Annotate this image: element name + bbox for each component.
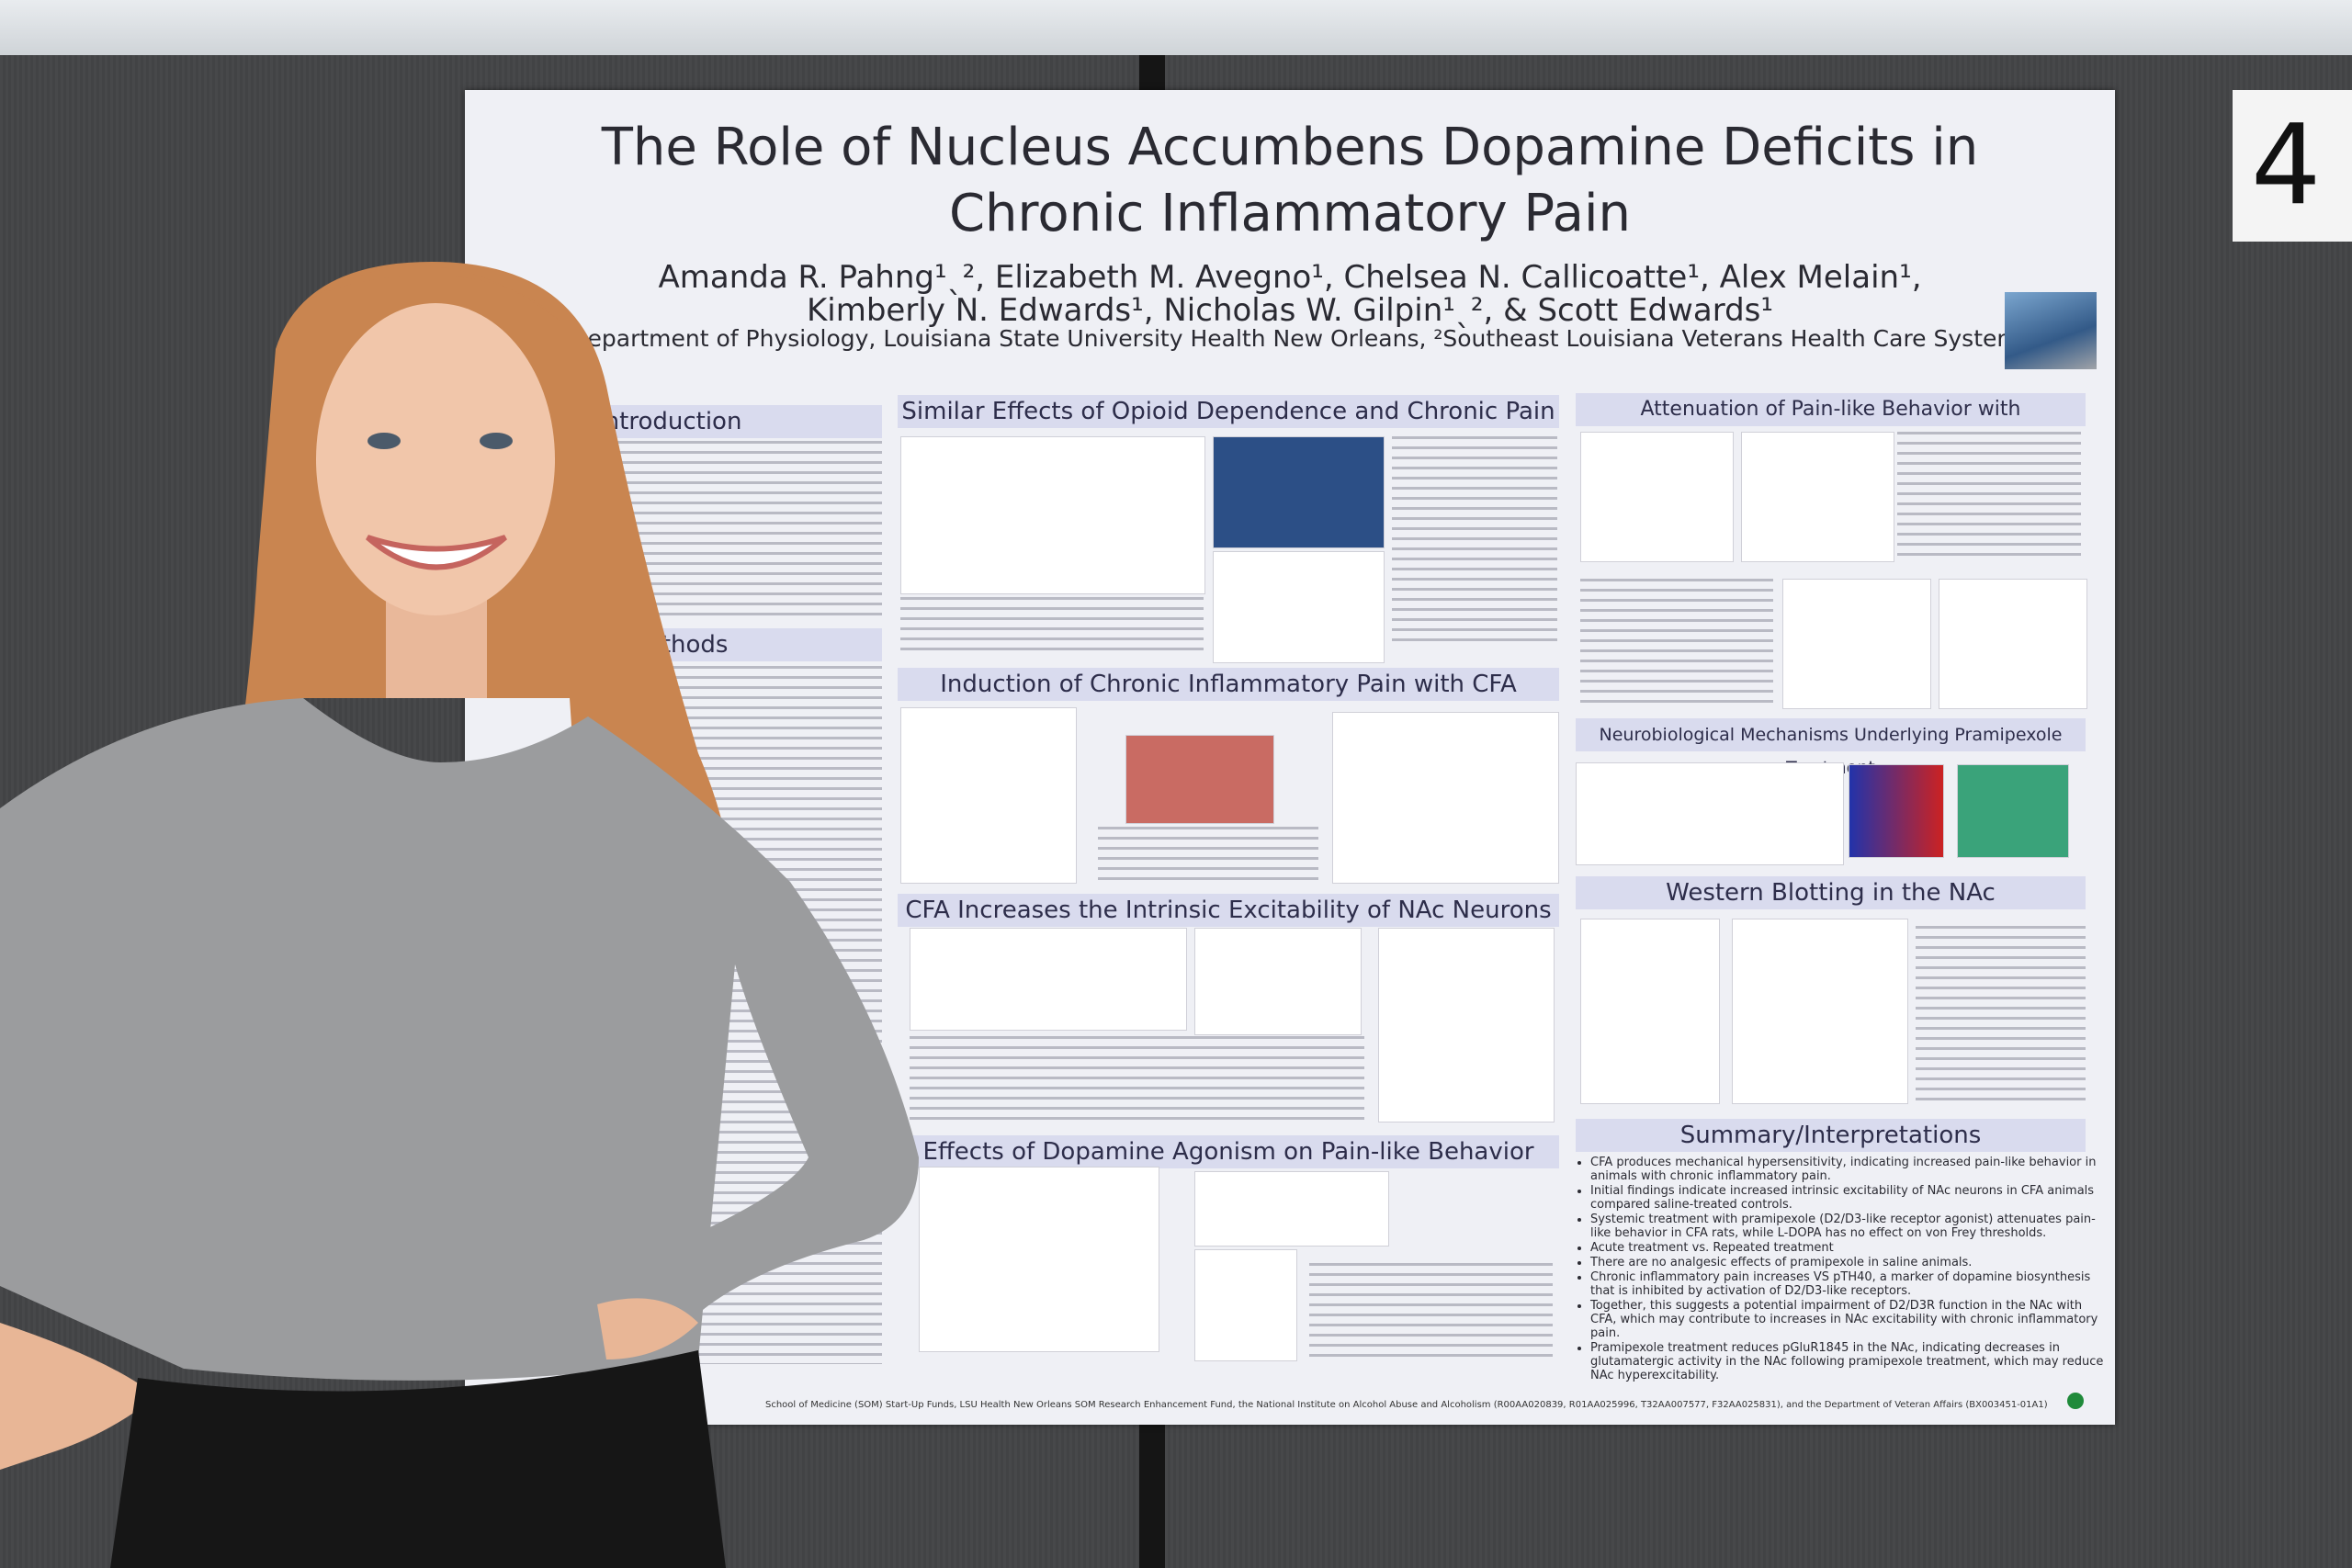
figure — [1576, 762, 1844, 865]
figure — [1194, 928, 1362, 1035]
figure — [1580, 432, 1734, 562]
summary-item: Acute treatment vs. Repeated treatment — [1590, 1241, 2105, 1255]
figure — [919, 1167, 1159, 1352]
poster-title: The Role of Nucleus Accumbens Dopamine D… — [601, 118, 1979, 177]
figure — [1957, 764, 2069, 858]
figure — [1378, 928, 1555, 1122]
section-heading: Effects of Dopamine Agonism on Pain-like… — [898, 1135, 1559, 1168]
poster-title: Chronic Inflammatory Pain — [948, 184, 1632, 243]
hand — [0, 1323, 156, 1470]
figure — [1194, 1249, 1297, 1361]
summary-item: Together, this suggests a potential impa… — [1590, 1299, 2105, 1340]
text-block — [900, 597, 1204, 657]
eye — [368, 433, 401, 449]
summary-item: CFA produces mechanical hypersensitivity… — [1590, 1156, 2105, 1183]
figure — [1194, 1171, 1389, 1247]
text-block — [1897, 432, 2081, 560]
section-heading: CFA Increases the Intrinsic Excitability… — [898, 894, 1559, 927]
text-block — [1916, 926, 2086, 1100]
skirt — [110, 1350, 726, 1568]
text-block — [1580, 579, 1773, 707]
affiliation: ¹Department of Physiology, Louisiana Sta… — [560, 325, 2019, 352]
figure — [1732, 919, 1908, 1104]
summary-item: Systemic treatment with pramipexole (D2/… — [1590, 1213, 2105, 1240]
eye — [480, 433, 513, 449]
section-heading: Induction of Chronic Inflammatory Pain w… — [898, 668, 1559, 701]
figure — [1213, 436, 1385, 548]
figure — [1580, 919, 1720, 1104]
hair — [303, 265, 560, 321]
figure — [1849, 764, 1944, 858]
summary-item: Pramipexole treatment reduces pGluR1845 … — [1590, 1341, 2105, 1382]
summary-list: CFA produces mechanical hypersensitivity… — [1576, 1156, 2105, 1383]
summary-item: Initial findings indicate increased intr… — [1590, 1184, 2105, 1212]
authors: Kimberly N. Edwards¹, Nicholas W. Gilpin… — [806, 292, 1774, 329]
figure — [900, 707, 1077, 884]
funding: School of Medicine (SOM) Start-Up Funds,… — [765, 1400, 2048, 1410]
text-block — [910, 1036, 1364, 1123]
section-heading: Attenuation of Pain-like Behavior with P… — [1576, 393, 2086, 454]
text-block — [1392, 436, 1557, 648]
text-block — [1309, 1263, 1553, 1364]
figure — [1332, 712, 1559, 884]
hand — [597, 1298, 698, 1359]
person — [0, 262, 919, 1568]
figure — [900, 436, 1205, 594]
figure — [1782, 579, 1931, 709]
section-heading: Similar Effects of Opioid Dependence and… — [898, 395, 1559, 428]
text-block — [606, 441, 882, 615]
summary-item: There are no analgesic effects of pramip… — [1590, 1256, 2105, 1269]
text-block — [1098, 827, 1318, 882]
figure — [1125, 735, 1274, 824]
logo — [2005, 292, 2097, 369]
booth-number: 4 — [2233, 90, 2352, 242]
figure — [1741, 432, 1894, 562]
figure — [1939, 579, 2087, 709]
section-heading: Western Blotting in the NAc — [1576, 876, 2086, 909]
figure — [910, 928, 1187, 1031]
smile — [366, 535, 507, 570]
section-heading: Neurobiological Mechanisms Underlying Pr… — [1576, 718, 2086, 778]
section-heading: Summary/Interpretations — [1576, 1119, 2086, 1152]
section-heading: Introduction — [597, 405, 882, 438]
pin — [2067, 1393, 2084, 1409]
summary-item: Chronic inflammatory pain increases VS p… — [1590, 1270, 2105, 1298]
shirt — [0, 698, 919, 1381]
figure — [1213, 551, 1385, 663]
authors: Amanda R. Pahng¹ˎ², Elizabeth M. Avegno¹… — [658, 259, 1922, 296]
